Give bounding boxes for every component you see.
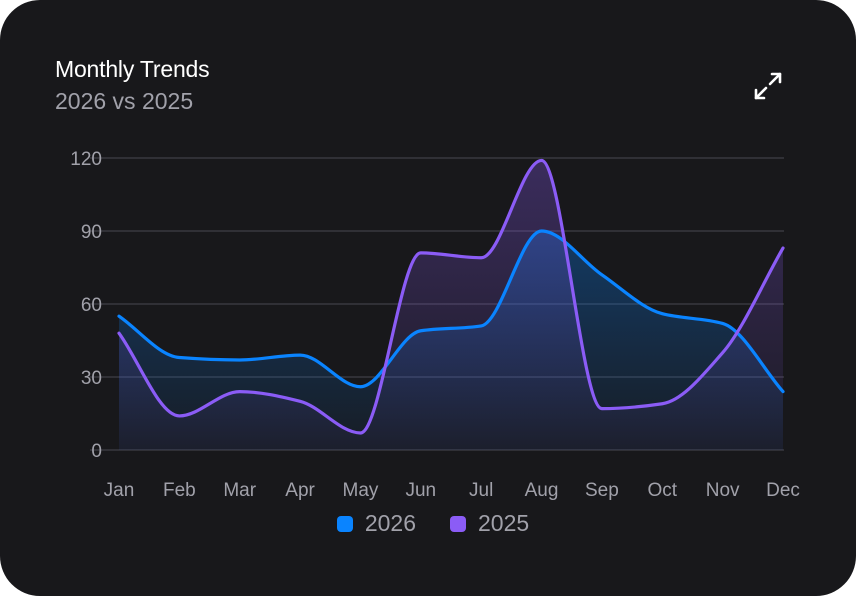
series-line-2025 — [117, 158, 785, 435]
chart-title: Monthly Trends — [55, 56, 210, 82]
y-tick-label: 0 — [91, 441, 102, 462]
series-area-2025 — [119, 160, 783, 450]
legend-label-2025: 2025 — [478, 510, 530, 536]
chart-subtitle: 2026 vs 2025 — [55, 88, 194, 114]
legend-swatch-2026 — [336, 515, 353, 532]
legend-item-2026[interactable]: 2026 — [336, 510, 416, 537]
expand-arrows-icon — [754, 72, 782, 100]
x-tick-label-dec: Dec — [766, 480, 800, 501]
x-tick-label-jan: Jan — [104, 480, 135, 501]
x-tick-label-nov: Nov — [706, 480, 740, 501]
x-tick-label-may: May — [343, 480, 379, 501]
legend-label-2026: 2026 — [364, 510, 416, 536]
x-tick-label-feb: Feb — [163, 480, 196, 501]
x-tick-label-oct: Oct — [647, 480, 677, 501]
x-tick-label-aug: Aug — [525, 480, 559, 501]
x-tick-label-sep: Sep — [585, 480, 619, 501]
x-tick-label-mar: Mar — [223, 480, 256, 501]
x-tick-label-apr: Apr — [285, 480, 315, 501]
series-line-2026 — [117, 229, 785, 394]
y-tick-label: 120 — [70, 149, 102, 170]
expand-button[interactable] — [748, 66, 788, 106]
y-tick-label: 30 — [81, 368, 102, 389]
y-tick-label: 60 — [81, 295, 102, 316]
x-tick-label-jun: Jun — [405, 480, 436, 501]
y-tick-label: 90 — [81, 222, 102, 243]
x-tick-label-jul: Jul — [469, 480, 493, 501]
legend-swatch-2025 — [450, 515, 466, 532]
chart-legend: 2026 2025 — [0, 510, 856, 537]
legend-item-2025[interactable]: 2025 — [450, 510, 529, 537]
